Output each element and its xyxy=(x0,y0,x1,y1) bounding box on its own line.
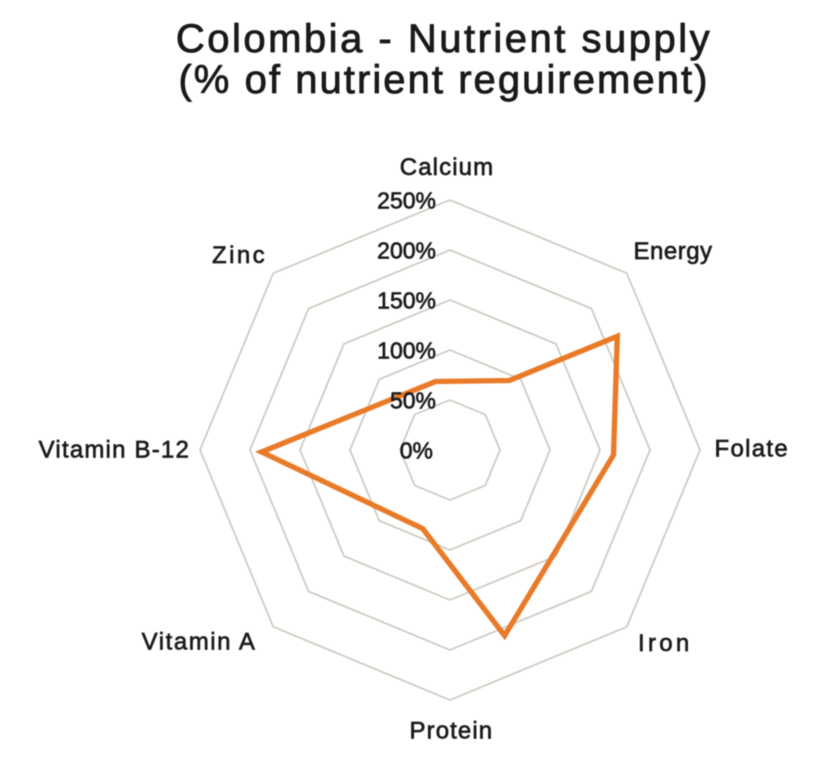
svg-text:Zinc: Zinc xyxy=(212,242,267,269)
svg-text:Vitamin B-12: Vitamin B-12 xyxy=(39,436,190,463)
svg-text:Protein: Protein xyxy=(410,718,494,745)
svg-text:150%: 150% xyxy=(377,288,436,314)
svg-text:Calcium: Calcium xyxy=(400,154,494,181)
svg-text:Energy: Energy xyxy=(634,238,713,265)
svg-text:Colombia - Nutrient supply: Colombia - Nutrient supply xyxy=(176,17,712,61)
svg-text:50%: 50% xyxy=(390,388,436,414)
svg-text:Iron: Iron xyxy=(638,630,693,657)
svg-text:Folate: Folate xyxy=(715,435,790,462)
svg-text:(% of nutrient reguirement): (% of nutrient reguirement) xyxy=(178,58,709,102)
svg-text:Vitamin A: Vitamin A xyxy=(142,629,257,656)
svg-text:0%: 0% xyxy=(400,438,433,464)
svg-text:100%: 100% xyxy=(377,338,436,364)
svg-text:200%: 200% xyxy=(377,238,436,264)
svg-text:250%: 250% xyxy=(377,188,436,214)
